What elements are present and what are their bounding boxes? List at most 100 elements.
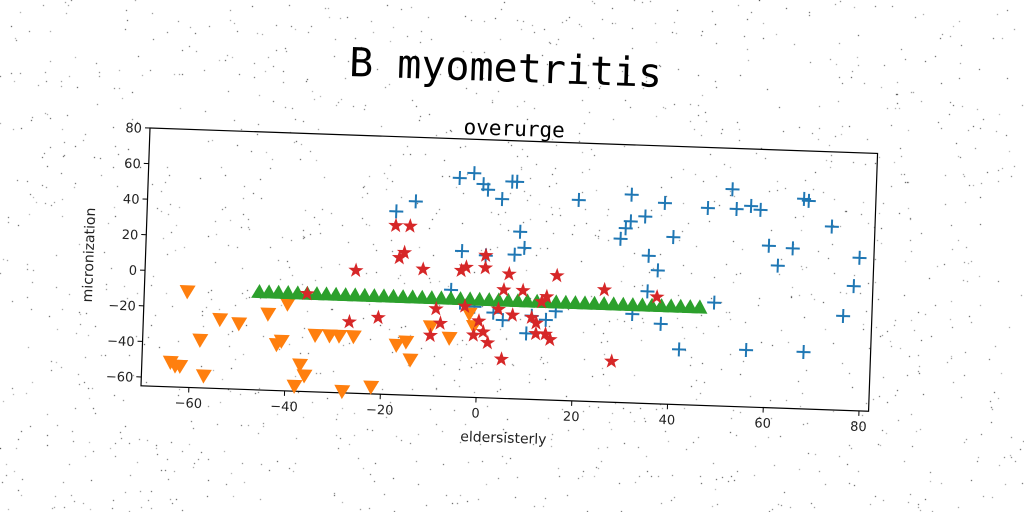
plus-marker (653, 316, 668, 331)
plus-marker (650, 263, 665, 278)
plus-marker (801, 193, 816, 208)
x-tick-label: 80 (850, 420, 867, 436)
star-marker (542, 331, 558, 347)
star-marker (299, 285, 315, 301)
plus-marker (495, 192, 510, 207)
triangle-down-marker (422, 320, 439, 335)
plus-marker (770, 258, 785, 273)
star-marker (341, 313, 358, 329)
x-tick-label: 40 (658, 413, 675, 429)
triangle-down-marker (334, 384, 351, 400)
plus-marker (640, 284, 655, 299)
plus-marker (785, 241, 800, 256)
plus-marker (538, 312, 553, 327)
star-marker (457, 298, 473, 313)
plot-area: −60 −40 −20 0 20 40 60 80 −60 −40 −20 0 20 40 60 80 ove… (80, 115, 879, 448)
triangle-down-marker (307, 328, 324, 343)
plus-marker (641, 248, 656, 263)
triangle-down-marker (273, 334, 290, 349)
triangle-down-marker (363, 380, 380, 395)
y-tick-label: −40 (107, 334, 135, 350)
plus-marker (481, 182, 496, 197)
triangle-down-marker (286, 379, 303, 394)
triangle-down-marker (402, 353, 419, 368)
plus-marker (408, 194, 423, 209)
star-marker (537, 326, 554, 341)
triangle-down-marker (292, 358, 309, 373)
plus-marker (571, 192, 586, 207)
plus-marker (517, 240, 532, 255)
triangle-down-marker (296, 369, 313, 384)
star-marker (528, 315, 544, 330)
star-marker (465, 327, 482, 342)
triangle-down-marker (345, 330, 362, 345)
star-marker (528, 325, 544, 341)
triangle-down-marker (172, 359, 189, 374)
star-marker (370, 309, 386, 325)
plus-marker (657, 195, 672, 210)
x-tick-label: 20 (563, 410, 580, 426)
star-marker (604, 353, 620, 368)
x-tick-label: 60 (754, 416, 771, 432)
x-tick-label: −40 (270, 399, 298, 415)
chart-title: overurge (463, 115, 565, 143)
y-tick-label: 40 (123, 192, 140, 208)
plus-marker (519, 326, 534, 341)
star-marker (477, 259, 494, 275)
star-marker (471, 313, 487, 328)
star-marker (596, 281, 613, 297)
triangle-down-marker (195, 369, 212, 384)
plus-marker (852, 250, 867, 265)
triangle-down-marker (260, 307, 277, 322)
triangle-down-marker (331, 329, 348, 344)
star-marker (453, 262, 469, 278)
star-marker (549, 267, 565, 283)
data-marks (162, 166, 867, 400)
plus-marker (846, 279, 861, 294)
star-marker (649, 288, 665, 304)
plus-marker (725, 182, 740, 197)
star-marker (524, 309, 540, 325)
star-marker (348, 262, 364, 278)
plus-marker (666, 230, 681, 245)
plus-marker (613, 231, 628, 246)
plus-marker (510, 174, 525, 189)
triangle-down-marker (388, 338, 405, 353)
star-marker (501, 266, 517, 281)
star-marker (478, 247, 494, 263)
x-tick-label: −60 (174, 396, 202, 412)
triangle-down-marker (441, 331, 458, 346)
y-tick-label: 20 (121, 228, 138, 244)
plus-marker (507, 247, 522, 262)
plus-marker (796, 344, 811, 360)
plus-marker (700, 200, 715, 216)
plus-marker (495, 313, 510, 328)
y-tick-label: 60 (124, 157, 141, 173)
plus-marker (824, 219, 839, 234)
star-marker (388, 217, 404, 233)
plus-marker (707, 295, 722, 310)
plus-marker (671, 342, 687, 357)
y-axis-label: micronization (80, 207, 99, 302)
triangle-up-marker (691, 299, 708, 314)
star-marker (428, 300, 444, 316)
y-tick-label: 0 (128, 264, 137, 279)
plus-marker (836, 308, 851, 324)
triangle-down-marker (398, 335, 415, 350)
star-marker (415, 261, 431, 276)
triangle-down-marker (279, 297, 296, 312)
plus-marker (753, 202, 768, 217)
plus-marker (618, 221, 633, 236)
star-marker (490, 301, 506, 316)
plus-marker (513, 224, 528, 239)
plus-marker (467, 166, 482, 181)
star-marker (480, 334, 496, 350)
star-marker (396, 244, 413, 260)
star-marker (458, 259, 474, 274)
star-marker (391, 249, 408, 265)
axes-frame (140, 127, 879, 412)
triangle-down-marker (231, 317, 248, 332)
star-marker (493, 351, 510, 366)
plus-marker (761, 238, 776, 253)
